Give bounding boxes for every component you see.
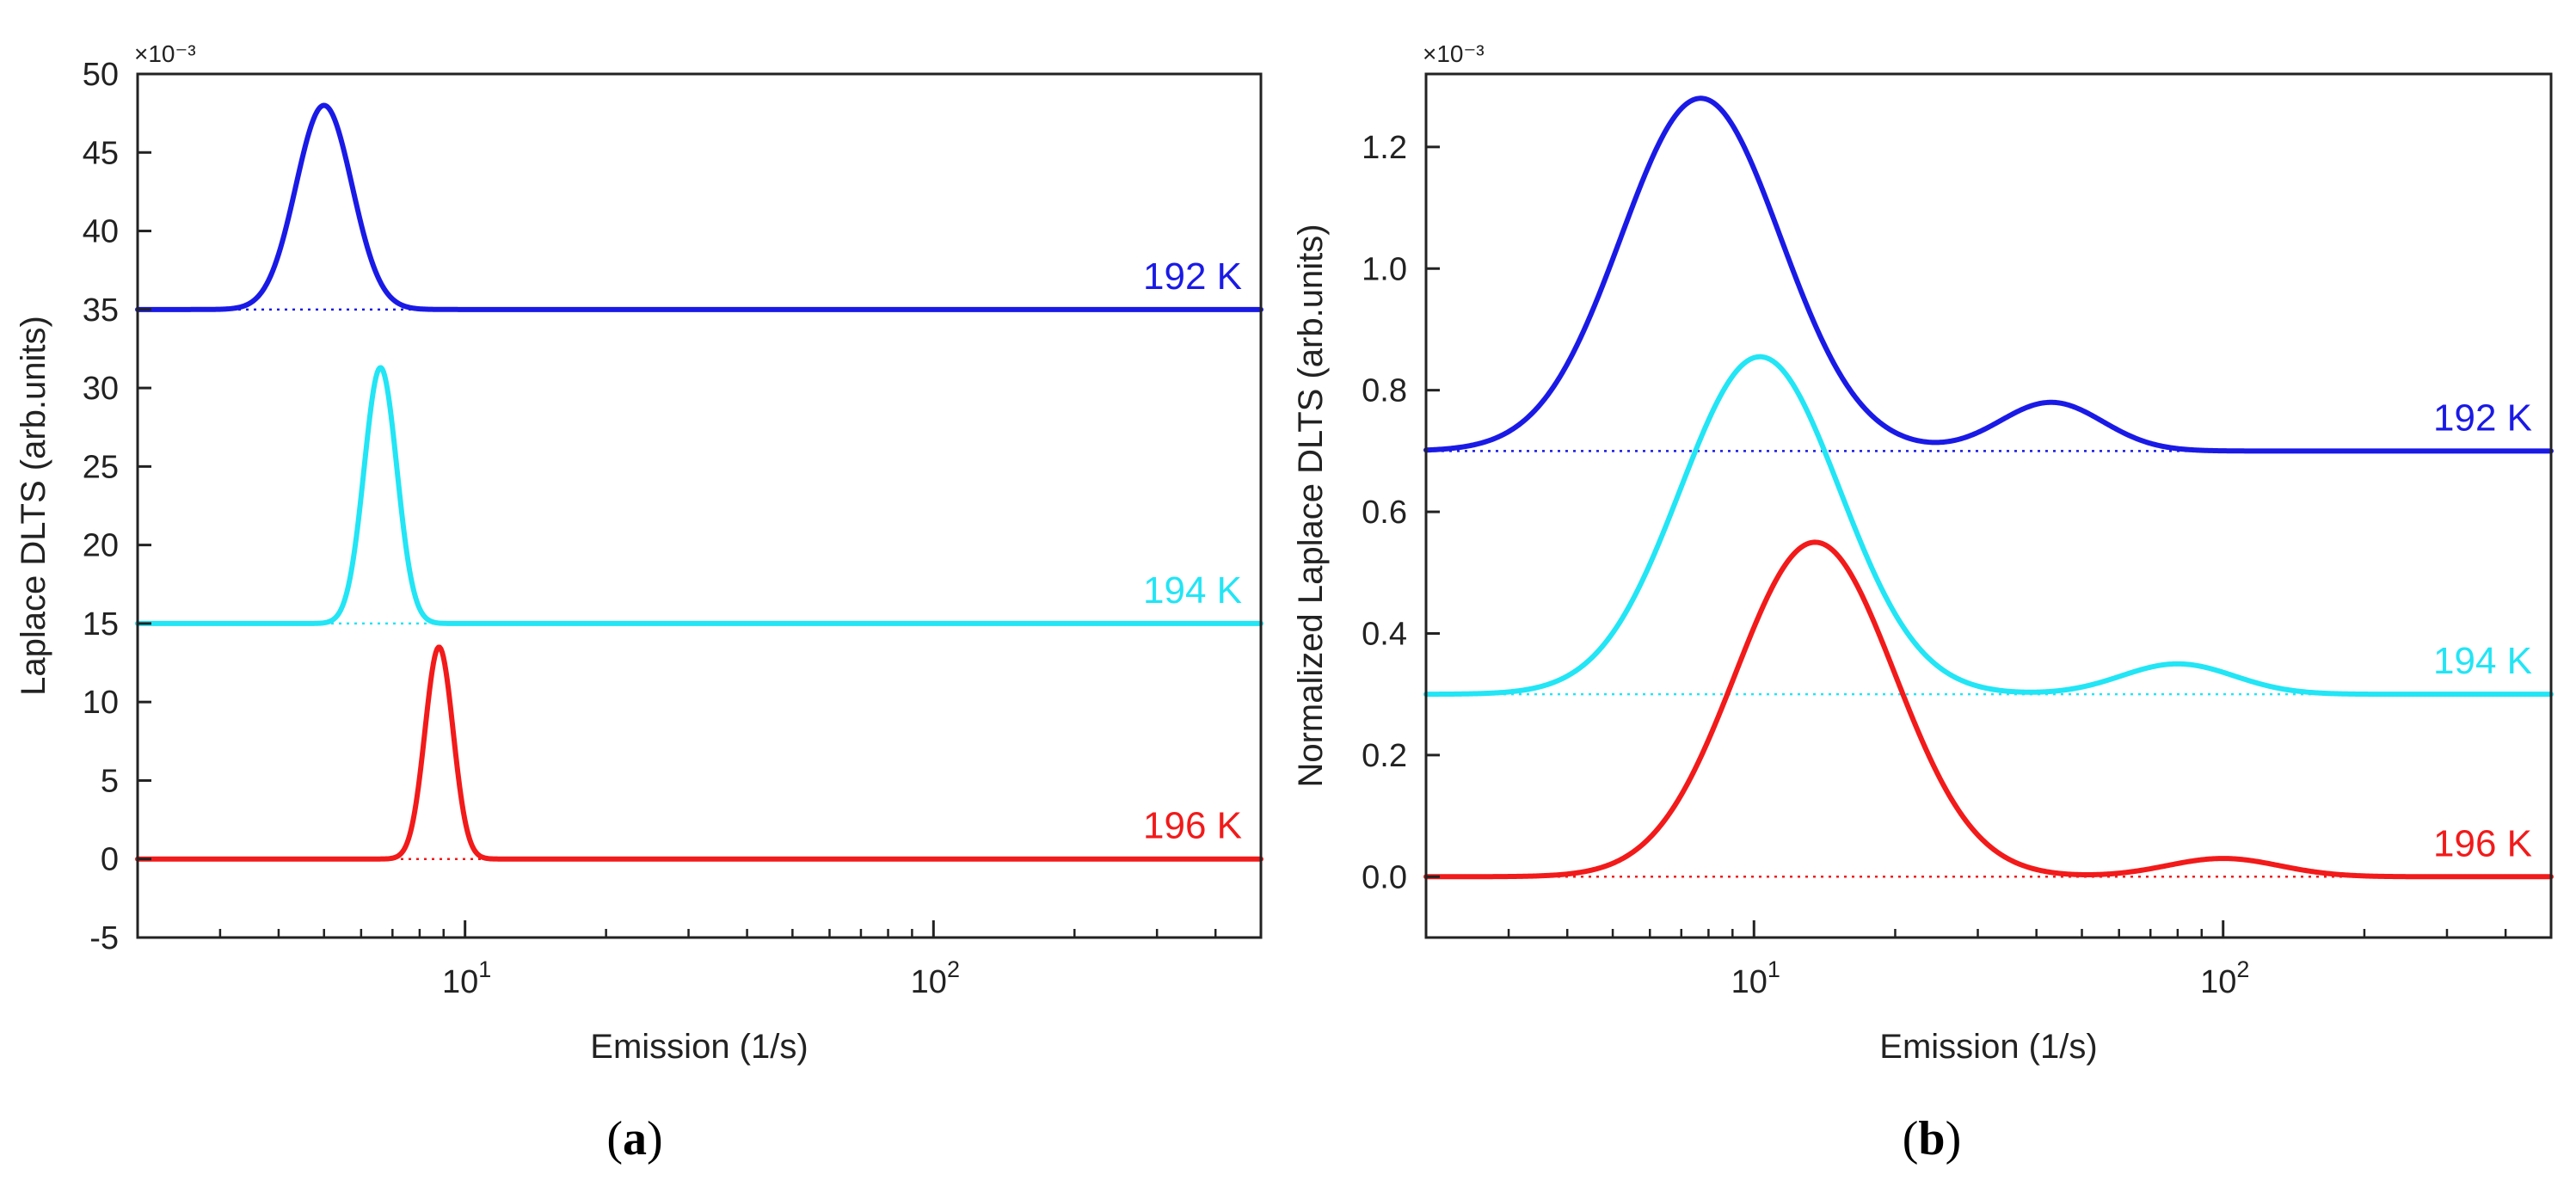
- y-tick-label: 0.2: [1362, 738, 1407, 774]
- x-tick-label: 102: [911, 956, 960, 1000]
- x-tick-exponent: 1: [1768, 956, 1780, 982]
- x-tick-exponent: 2: [2236, 956, 2249, 982]
- x-axis-title: Emission (1/s): [1879, 1028, 2097, 1066]
- y-tick-label: 5: [101, 763, 119, 799]
- x-tick-exponent: 1: [478, 956, 491, 982]
- y-tick-label: 40: [83, 214, 119, 250]
- x-tick-base: 10: [1731, 964, 1768, 1000]
- panel-label: (b): [1903, 1112, 1961, 1165]
- series-line-2: [135, 644, 1263, 862]
- y-tick-label: 0.6: [1362, 495, 1407, 531]
- y-tick-label: 0.0: [1362, 859, 1407, 895]
- panel-label-letter: b: [1918, 1112, 1945, 1165]
- series-line-1: [135, 365, 1263, 626]
- y-tick-label: 0.8: [1362, 373, 1407, 409]
- series-label: 196 K: [2433, 822, 2532, 864]
- x-tick-base: 10: [2200, 964, 2236, 1000]
- y-tick-label: 45: [83, 135, 119, 171]
- y-axis-multiplier: ×10⁻³: [1423, 40, 1485, 67]
- series-label: 192 K: [2433, 397, 2532, 439]
- x-tick-label: 101: [1731, 956, 1780, 1000]
- series-line-1: [1423, 354, 2554, 698]
- x-axis-title: Emission (1/s): [590, 1028, 808, 1066]
- x-tick-label: 102: [2200, 956, 2249, 1000]
- y-tick-label: 35: [83, 292, 119, 329]
- y-axis-title: Laplace DLTS (arb.units): [15, 316, 52, 696]
- y-axis-multiplier: ×10⁻³: [134, 40, 196, 67]
- y-tick-label: -5: [89, 920, 119, 956]
- series-line-0: [1423, 95, 2554, 454]
- y-tick-label: 20: [83, 528, 119, 564]
- plot-frame: [136, 72, 1263, 939]
- x-tick-base: 10: [911, 964, 947, 1000]
- y-tick-label: 25: [83, 449, 119, 485]
- series-label: 192 K: [1143, 255, 1242, 298]
- y-tick-label: 50: [83, 57, 119, 93]
- panel-label-open: (: [606, 1112, 623, 1165]
- x-tick-base: 10: [442, 964, 478, 1000]
- y-tick-label: 1.0: [1362, 251, 1407, 287]
- y-tick-label: 15: [83, 606, 119, 643]
- series-line-0: [135, 102, 1263, 312]
- y-tick-label: 10: [83, 685, 119, 721]
- y-tick-label: 1.2: [1362, 130, 1407, 166]
- panel-label-letter: a: [623, 1112, 647, 1165]
- y-tick-label: 30: [83, 371, 119, 407]
- series-label: 194 K: [1143, 569, 1242, 612]
- series-line-2: [1423, 539, 2554, 880]
- panel-label: (a): [606, 1112, 662, 1165]
- series-label: 196 K: [1143, 805, 1242, 847]
- plot-frame: [1424, 72, 2553, 939]
- x-tick-label: 101: [442, 956, 491, 1000]
- y-tick-label: 0: [101, 842, 119, 878]
- y-tick-label: 0.4: [1362, 616, 1407, 652]
- x-tick-exponent: 2: [947, 956, 960, 982]
- panel-label-open: (: [1903, 1112, 1919, 1165]
- panel-label-close: ): [1946, 1112, 1962, 1165]
- y-axis-title: Normalized Laplace DLTS (arb.units): [1292, 224, 1330, 787]
- panel-label-close: ): [647, 1112, 663, 1165]
- series-label: 194 K: [2433, 640, 2532, 682]
